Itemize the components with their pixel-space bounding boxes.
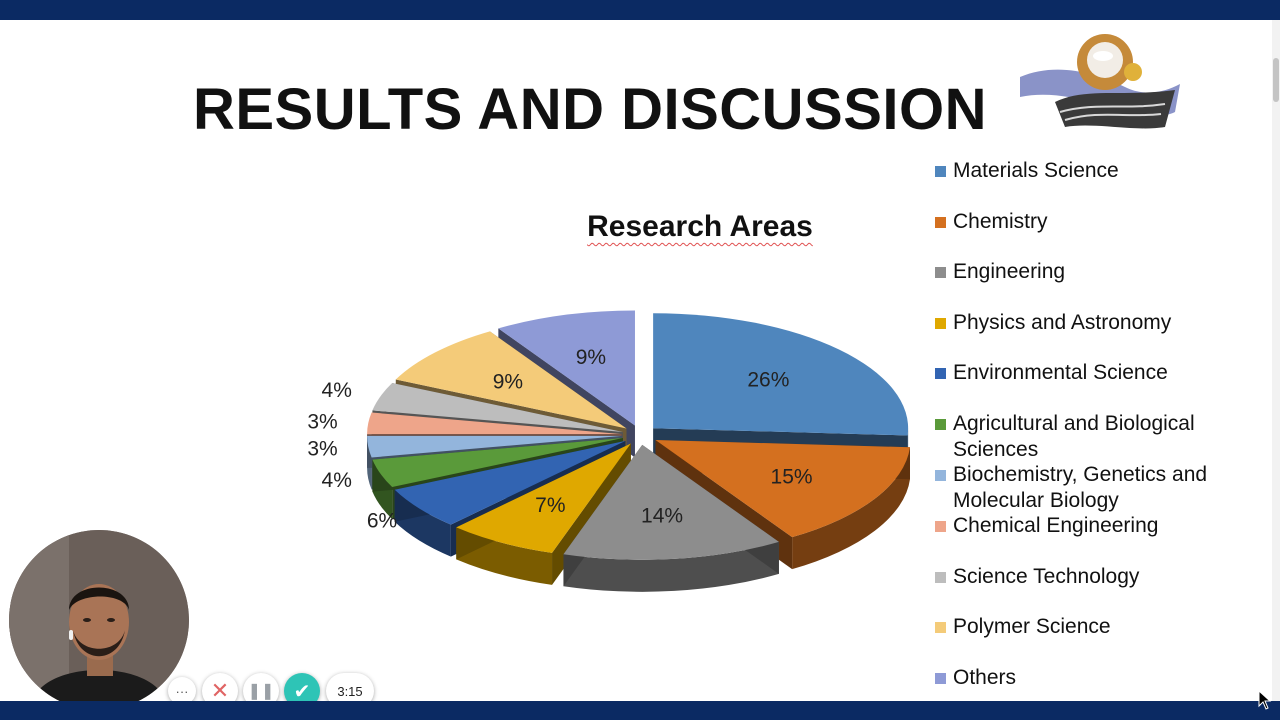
legend-swatch <box>935 166 946 177</box>
pie-slice-top <box>655 440 910 538</box>
legend-swatch <box>935 572 946 583</box>
pie-value-label: 4% <box>322 469 352 492</box>
legend-swatch <box>935 521 946 532</box>
close-icon: ✕ <box>210 678 230 703</box>
more-icon: ··· <box>175 683 189 699</box>
scrollbar-thumb[interactable] <box>1273 58 1279 102</box>
check-icon: ✔ <box>293 680 311 703</box>
pie-value-label: 14% <box>641 505 683 528</box>
legend-swatch <box>935 217 946 228</box>
pie-slice-top <box>653 313 909 436</box>
top-bar <box>0 0 1280 20</box>
legend-label: Biochemistry, Genetics and Molecular Bio… <box>953 463 1208 512</box>
pie-slice-top <box>498 310 635 426</box>
legend-label: Physics and Astronomy <box>953 311 1172 334</box>
legend-label: Chemical Engineering <box>953 514 1159 537</box>
pie-slice-top <box>394 440 626 525</box>
scrollbar[interactable] <box>1272 20 1280 701</box>
pie-slice-top <box>395 331 627 429</box>
pie-value-label: 26% <box>747 368 789 391</box>
legend-swatch <box>935 368 946 379</box>
legend-label: Others <box>953 666 1017 689</box>
legend-swatch <box>935 419 946 430</box>
legend-label: Science Technology <box>953 565 1140 588</box>
pie-value-label: 3% <box>307 438 337 461</box>
legend-swatch <box>935 267 946 278</box>
chart-title: Research Areas <box>587 210 813 243</box>
pie-value-label: 3% <box>307 410 337 433</box>
pie-value-label: 15% <box>771 465 813 488</box>
pie-slice-top <box>456 443 631 553</box>
bottom-bar <box>0 701 1280 720</box>
pause-icon: ❚❚ <box>247 683 275 700</box>
legend-label: Environmental Science <box>953 361 1168 384</box>
slide-title: RESULTS AND DISCUSSION <box>192 77 988 142</box>
legend-swatch <box>935 673 946 684</box>
legend-swatch <box>935 318 946 329</box>
pie-value-label: 6% <box>367 510 397 533</box>
pie-chart: 26% 15% 14% 7% 6% 4% 3% 3% 4% 9% 9% <box>307 310 910 592</box>
legend-swatch <box>935 622 946 633</box>
pie-slice-top <box>367 435 623 458</box>
legend-label: Polymer Science <box>953 615 1111 638</box>
legend-label: Materials Science <box>953 159 1119 182</box>
elapsed-time-label: 3:15 <box>337 683 363 699</box>
more-button[interactable]: ··· <box>168 677 196 705</box>
pie-slice-side <box>563 541 779 592</box>
pie-slice-top <box>372 382 623 432</box>
pie-slice-top <box>372 438 623 488</box>
pie-value-label: 9% <box>493 370 523 393</box>
legend-swatch <box>935 470 946 481</box>
legend-label: Agricultural and Biological Sciences <box>953 412 1195 461</box>
legend-label: Engineering <box>953 260 1066 283</box>
pie-slice-top <box>367 412 623 435</box>
pie-slice-top <box>563 444 779 560</box>
logo-image <box>1020 34 1180 129</box>
legend-label: Chemistry <box>953 210 1048 233</box>
pie-slice <box>563 444 779 592</box>
pie-slice-side <box>792 447 910 570</box>
pie-value-label: 7% <box>535 494 565 517</box>
presenter-video <box>9 530 189 710</box>
pie-value-label: 9% <box>576 346 606 369</box>
webcam-bubble[interactable] <box>9 530 189 710</box>
mouse-cursor-icon <box>1258 690 1272 710</box>
pie-slice-wall <box>372 438 623 492</box>
pie-value-label: 4% <box>322 379 352 402</box>
